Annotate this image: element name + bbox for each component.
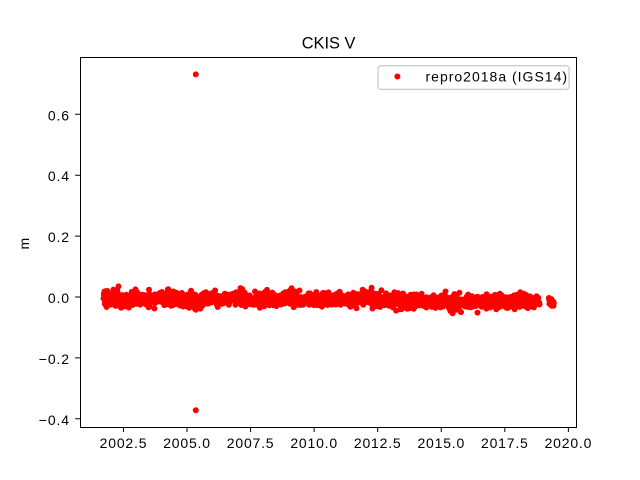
svg-text:2020.0: 2020.0: [545, 435, 593, 451]
svg-text:2007.5: 2007.5: [227, 435, 275, 451]
svg-text:0.4: 0.4: [48, 168, 70, 184]
svg-text:CKIS V: CKIS V: [302, 35, 356, 53]
svg-text:−0.2: −0.2: [39, 351, 70, 367]
svg-text:m: m: [16, 238, 32, 250]
svg-text:−0.4: −0.4: [39, 412, 70, 428]
svg-text:repro2018a (IGS14): repro2018a (IGS14): [426, 69, 569, 85]
svg-text:2017.5: 2017.5: [481, 435, 529, 451]
svg-text:2002.5: 2002.5: [100, 435, 148, 451]
svg-text:0.6: 0.6: [48, 107, 70, 123]
svg-text:2012.5: 2012.5: [354, 435, 402, 451]
svg-text:2010.0: 2010.0: [290, 435, 338, 451]
svg-text:2005.0: 2005.0: [163, 435, 211, 451]
svg-text:0.0: 0.0: [48, 290, 70, 306]
svg-text:0.2: 0.2: [48, 229, 70, 245]
svg-text:2015.0: 2015.0: [417, 435, 465, 451]
